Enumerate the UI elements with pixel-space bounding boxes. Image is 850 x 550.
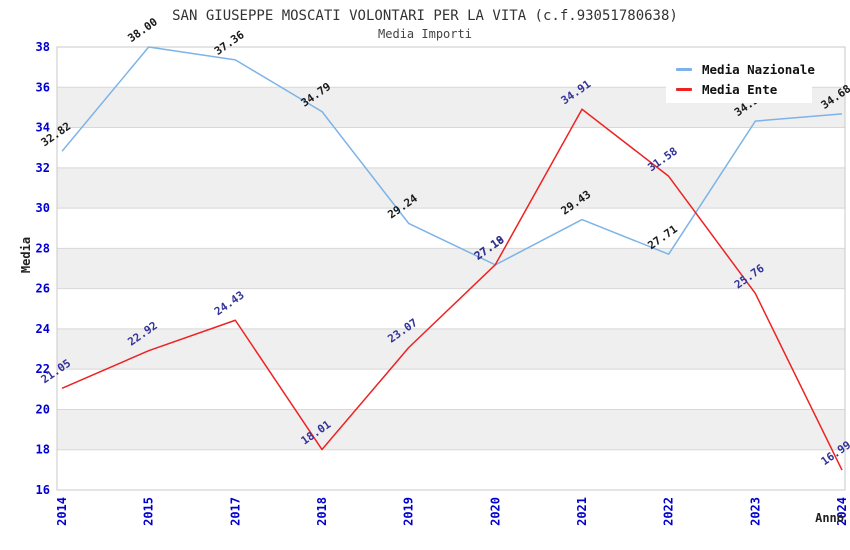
y-tick-label: 38 [36, 40, 50, 54]
line-swatch-icon [676, 67, 692, 71]
x-tick-label: 2014 [55, 497, 69, 526]
data-label: 37.36 [212, 28, 247, 58]
plot-border [56, 46, 846, 491]
y-tick-label: 16 [36, 483, 50, 497]
y-tick-label: 36 [36, 80, 50, 94]
y-tick-label: 24 [36, 322, 50, 336]
grid-band [57, 409, 845, 450]
legend-label: Media Ente [702, 82, 778, 98]
y-tick-label: 30 [36, 201, 50, 215]
legend-item-media-ente: Media Ente [676, 82, 812, 97]
x-tick-label: 2021 [575, 497, 589, 526]
x-tick-label: 2020 [488, 497, 502, 526]
y-tick-label: 20 [36, 402, 50, 416]
y-tick-label: 18 [36, 443, 50, 457]
y-tick-label: 26 [36, 282, 50, 296]
data-label: 21.05 [39, 357, 74, 387]
x-tick-label: 2015 [142, 497, 156, 526]
y-tick-label: 22 [36, 362, 50, 376]
data-label: 24.43 [212, 289, 247, 319]
series-line-media-nazionale [61, 46, 843, 266]
x-axis-title: Anno [815, 511, 844, 525]
legend: Media Nazionale Media Ente [666, 56, 815, 103]
data-label: 27.71 [645, 222, 680, 252]
series-line-media-ente [61, 108, 843, 471]
x-tick-label: 2022 [662, 497, 676, 526]
x-tick-label: 2024 [835, 497, 849, 526]
grid-band [57, 248, 845, 289]
y-tick-label: 28 [36, 241, 50, 255]
chart-title: SAN GIUSEPPE MOSCATI VOLONTARI PER LA VI… [172, 8, 678, 24]
data-label: 38.00 [125, 15, 160, 45]
y-axis-title: Media [19, 236, 34, 274]
x-tick-label: 2017 [228, 497, 242, 526]
x-tick-label: 2023 [748, 497, 762, 526]
legend-label: Media Nazionale [702, 61, 815, 77]
grid-band [57, 328, 845, 370]
y-tick-label: 32 [36, 161, 50, 175]
y-tick-label: 34 [36, 121, 50, 135]
x-tick-label: 2018 [315, 497, 329, 526]
x-tick-label: 2019 [402, 497, 416, 526]
chart-subtitle: Media Importi [378, 27, 472, 41]
grid-band [57, 167, 845, 209]
line-swatch-icon [676, 88, 692, 92]
legend-item-media-nazionale: Media Nazionale [676, 61, 815, 77]
